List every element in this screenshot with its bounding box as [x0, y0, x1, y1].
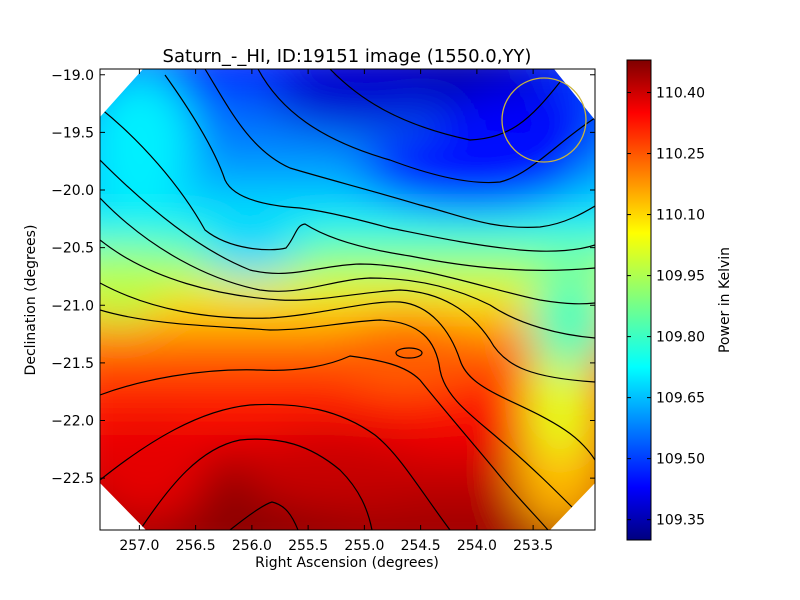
- colorbar-tick-label: 110.10: [656, 208, 705, 224]
- contour-line: [329, 69, 561, 141]
- contour-line: [204, 69, 595, 228]
- contour-line: [100, 107, 595, 271]
- colorbar-label: Power in Kelvin: [717, 247, 733, 353]
- contour-line: [139, 438, 373, 530]
- y-tick-label: −19.5: [51, 125, 94, 141]
- x-tick-label: 256.0: [232, 538, 272, 554]
- contour-line: [164, 74, 595, 252]
- colorbar-tick-label: 109.35: [656, 513, 705, 529]
- x-tick-label: 254.0: [457, 538, 497, 554]
- colorbar: [626, 59, 652, 541]
- x-axis-label: Right Ascension (degrees): [255, 555, 439, 571]
- contour-line: [100, 355, 549, 530]
- contour-line: [100, 309, 591, 526]
- y-tick-label: −22.0: [51, 414, 94, 430]
- contour-line: [229, 501, 299, 530]
- beam-circle-marker: [501, 77, 587, 163]
- plot-frame: [99, 68, 596, 531]
- heatmap-field: [100, 69, 595, 530]
- y-tick-label: −21.5: [51, 356, 94, 372]
- contour-line: [100, 282, 595, 461]
- colorbar-tick-label: 110.40: [656, 86, 705, 102]
- x-tick-label: 257.0: [119, 538, 159, 554]
- y-tick-label: −22.5: [51, 471, 94, 487]
- x-tick-label: 253.5: [513, 538, 553, 554]
- colorbar-tick-label: 109.50: [656, 452, 705, 468]
- x-tick-label: 255.0: [344, 538, 384, 554]
- contour-line: [100, 239, 595, 383]
- y-tick-label: −19.0: [51, 68, 94, 84]
- contour-line: [100, 197, 595, 339]
- contour-line: [257, 69, 595, 184]
- contour-line: [100, 159, 595, 305]
- x-tick-label: 256.5: [176, 538, 216, 554]
- heatmap-region: [100, 69, 595, 530]
- contour-line: [100, 403, 451, 530]
- colorbar-tick-label: 109.95: [656, 269, 705, 285]
- contour-loop: [395, 347, 423, 359]
- colorbar-tick-label: 109.65: [656, 391, 705, 407]
- y-tick-label: −20.5: [51, 241, 94, 257]
- y-axis-ticks: −19.0 −19.5 −20.0 −20.5 −21.0 −21.5 −22.0 −22.5: [51, 68, 595, 487]
- x-tick-label: 255.5: [288, 538, 328, 554]
- x-tick-label: 254.5: [401, 538, 441, 554]
- x-axis-ticks: 257.0 256.5 256.0 255.5 255.0 254.5 254.0 253.5: [119, 69, 553, 554]
- y-tick-label: −21.0: [51, 298, 94, 314]
- colorbar-tick-label: 110.25: [656, 147, 705, 163]
- colorbar-ticks: 109.35 109.50 109.65 109.80 109.95 110.10 110.…: [627, 86, 705, 529]
- chart-title: Saturn_-_HI, ID:19151 image (1550.0,YY): [163, 46, 532, 67]
- contour-lines: [100, 69, 595, 530]
- y-axis-label: Declination (degrees): [23, 225, 39, 376]
- colorbar-tick-label: 109.80: [656, 330, 705, 346]
- y-tick-label: −20.0: [51, 183, 94, 199]
